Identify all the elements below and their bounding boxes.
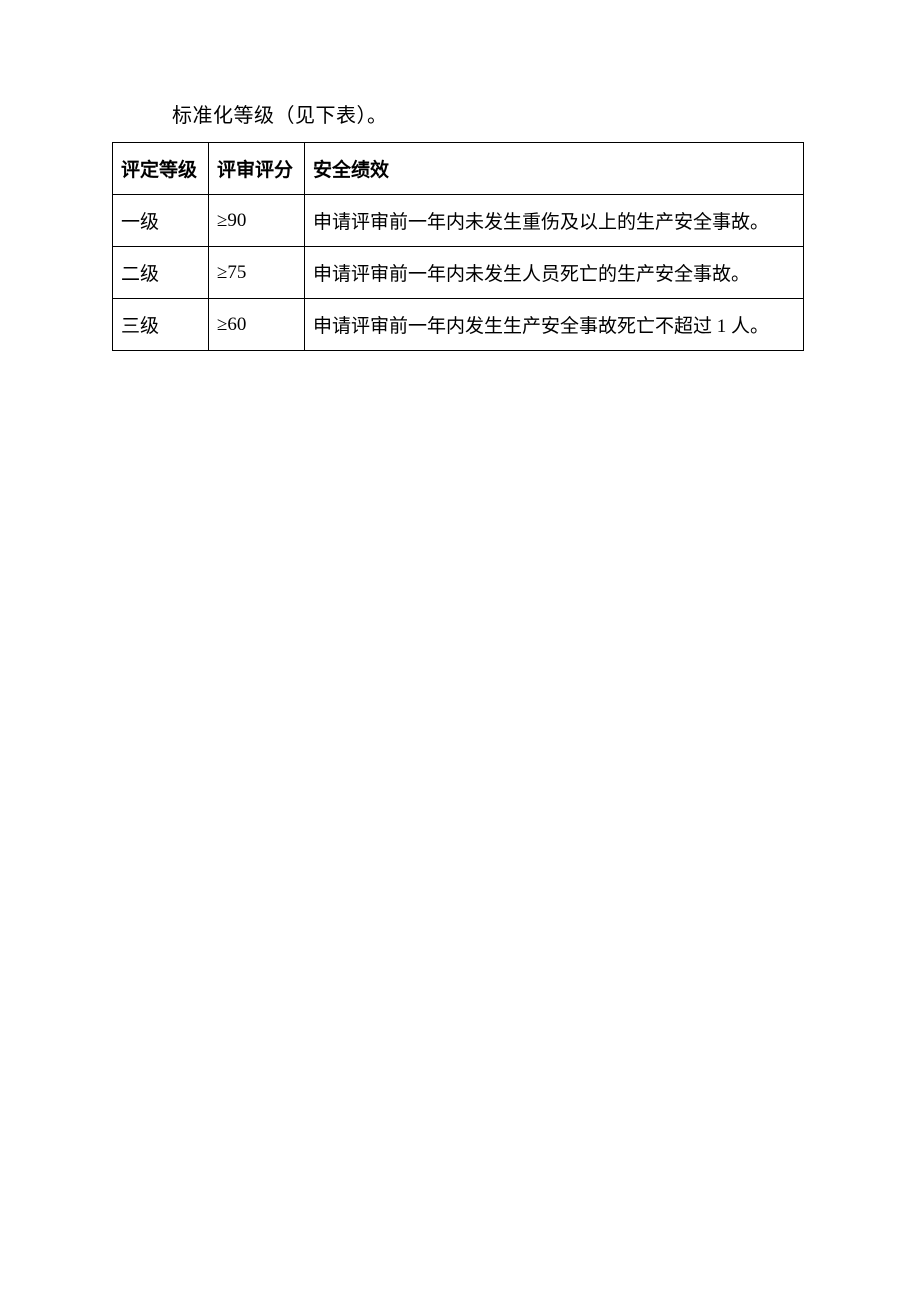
table-header-row: 评定等级 评审评分 安全绩效 — [113, 143, 804, 195]
table-row: 一级 ≥90 申请评审前一年内未发生重伤及以上的生产安全事故。 — [113, 195, 804, 247]
header-performance: 安全绩效 — [305, 143, 804, 195]
cell-level: 一级 — [113, 195, 209, 247]
cell-score: ≥60 — [209, 299, 305, 351]
table-row: 二级 ≥75 申请评审前一年内未发生人员死亡的生产安全事故。 — [113, 247, 804, 299]
cell-level: 三级 — [113, 299, 209, 351]
grading-table-container: 评定等级 评审评分 安全绩效 一级 ≥90 申请评审前一年内未发生重伤及以上的生… — [112, 142, 804, 351]
cell-performance: 申请评审前一年内未发生重伤及以上的生产安全事故。 — [305, 195, 804, 247]
table-row: 三级 ≥60 申请评审前一年内发生生产安全事故死亡不超过 1 人。 — [113, 299, 804, 351]
grading-table: 评定等级 评审评分 安全绩效 一级 ≥90 申请评审前一年内未发生重伤及以上的生… — [112, 142, 804, 351]
cell-level: 二级 — [113, 247, 209, 299]
header-level: 评定等级 — [113, 143, 209, 195]
cell-score: ≥75 — [209, 247, 305, 299]
header-score: 评审评分 — [209, 143, 305, 195]
page-title: 标准化等级（见下表）。 — [172, 99, 920, 128]
cell-performance: 申请评审前一年内发生生产安全事故死亡不超过 1 人。 — [305, 299, 804, 351]
cell-score: ≥90 — [209, 195, 305, 247]
cell-performance: 申请评审前一年内未发生人员死亡的生产安全事故。 — [305, 247, 804, 299]
